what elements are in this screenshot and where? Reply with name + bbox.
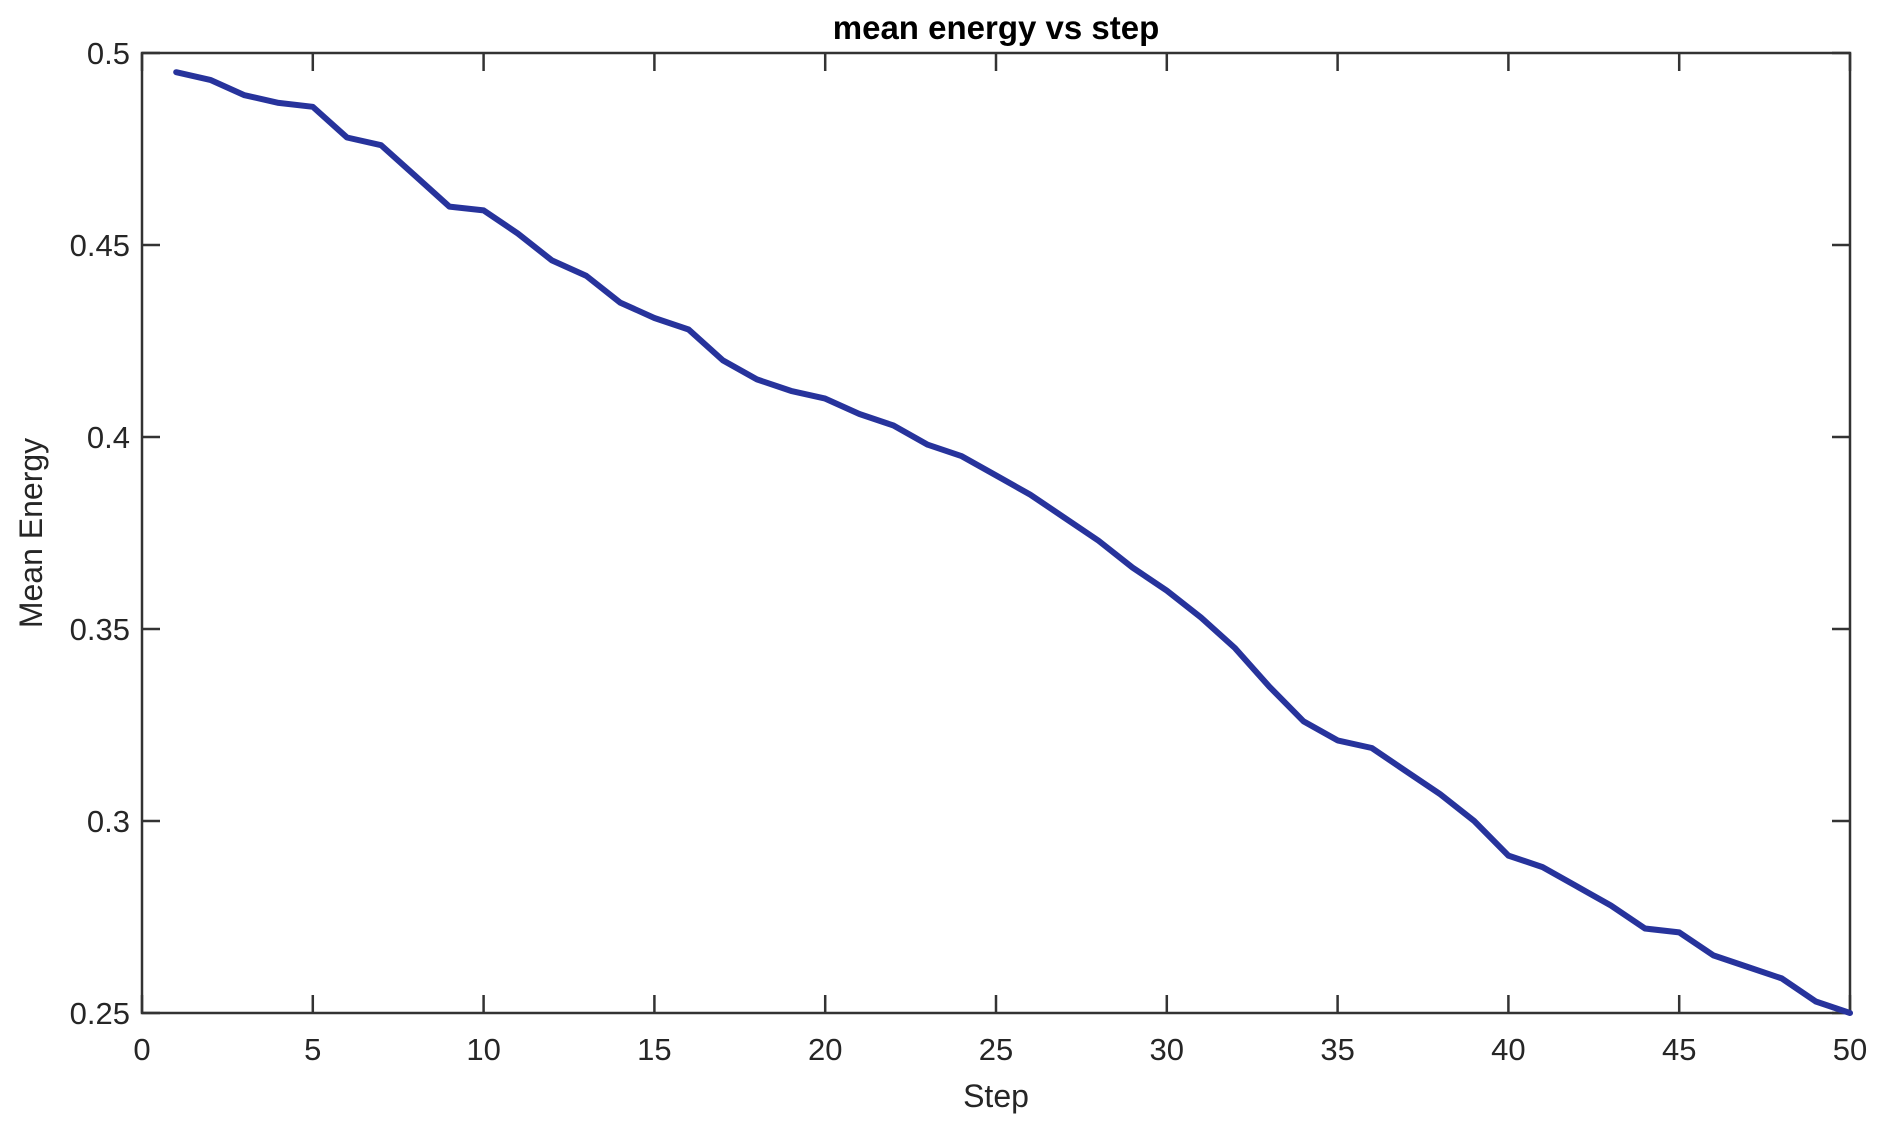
axis-ticks <box>140 51 1852 1015</box>
x-tick-label: 20 <box>808 1032 842 1067</box>
x-tick-label: 50 <box>1833 1032 1867 1067</box>
x-tick-label: 40 <box>1491 1032 1525 1067</box>
data-line-layer <box>173 69 1853 1016</box>
x-tick-label: 10 <box>466 1032 500 1067</box>
y-tick-label: 0.25 <box>70 996 130 1031</box>
x-tick-label: 0 <box>133 1032 150 1067</box>
chart-title: mean energy vs step <box>833 9 1160 46</box>
x-tick-label: 15 <box>637 1032 671 1067</box>
x-tick-label: 30 <box>1150 1032 1184 1067</box>
tick-labels: 0 5 10 15 20 25 30 35 40 45 50 0.25 0.3 0.35 0.4 0.45 0.… <box>70 36 1868 1067</box>
axes-box <box>140 51 1852 1015</box>
y-tick-label: 0.3 <box>87 804 130 839</box>
x-tick-label: 5 <box>304 1032 321 1067</box>
x-tick-label: 25 <box>979 1032 1013 1067</box>
x-axis-label: Step <box>963 1078 1029 1114</box>
plot-frame <box>140 51 1852 1015</box>
x-tick-label: 35 <box>1320 1032 1354 1067</box>
x-tick-label: 45 <box>1662 1032 1696 1067</box>
y-tick-label: 0.35 <box>70 612 130 647</box>
energy-line <box>173 69 1853 1016</box>
y-tick-label: 0.5 <box>87 36 130 71</box>
y-axis-label: Mean Energy <box>13 438 49 628</box>
y-tick-label: 0.45 <box>70 228 130 263</box>
y-tick-label: 0.4 <box>87 420 130 455</box>
